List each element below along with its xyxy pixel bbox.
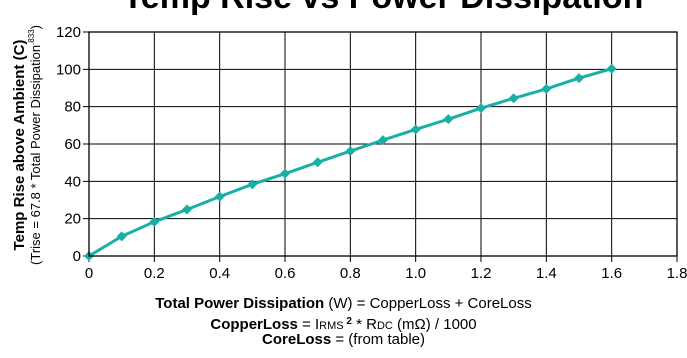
data-point-marker — [116, 231, 127, 242]
data-point-marker — [312, 157, 323, 168]
x-tick-label: 0.2 — [144, 265, 165, 282]
caption-coreloss-rest: = (from table) — [331, 331, 425, 348]
y-axis-formula-close: ) — [28, 25, 43, 29]
y-tick-label: 0 — [73, 248, 81, 265]
caption-line-1: Total Power Dissipation (W) = CopperLoss… — [0, 295, 687, 313]
data-point-marker — [541, 83, 552, 94]
caption-rdc: * R — [351, 316, 377, 333]
caption-line-3: CoreLoss = (from table) — [0, 331, 687, 349]
x-tick-label: 1.8 — [667, 265, 687, 282]
data-point-marker — [149, 216, 160, 227]
x-tick-label: 1.6 — [601, 265, 622, 282]
grid — [83, 31, 678, 262]
data-point-marker — [182, 204, 192, 215]
x-tick-label: 0.4 — [209, 265, 230, 282]
caption-rms-subscript: RMS — [319, 320, 344, 332]
data-point-marker — [345, 146, 356, 157]
caption-copperloss-rest: (mΩ) / 1000 — [392, 316, 477, 333]
y-axis-formula-exponent: .833 — [27, 29, 36, 45]
caption-line-2: CopperLoss = IRMS 2 * RDC (mΩ) / 1000 — [0, 313, 687, 335]
data-point-marker — [443, 114, 454, 125]
plot-frame — [88, 31, 678, 257]
y-axis-formula: (Trise = 67.8 * Total Power Dissipation.… — [27, 25, 43, 265]
x-tick-label: 0 — [85, 265, 93, 282]
y-tick-label: 60 — [64, 136, 81, 153]
caption-power-label: Total Power Dissipation — [155, 295, 325, 312]
data-point-marker — [378, 135, 388, 146]
y-tick-label: 80 — [64, 99, 81, 116]
caption-coreloss-label: CoreLoss — [262, 331, 332, 348]
chart-title: Temp Rise vs Power Dissipation — [123, 0, 644, 16]
caption-copperloss-eq: = I — [297, 316, 320, 333]
y-tick-label: 20 — [64, 211, 81, 228]
y-axis-formula-main: (Trise = 67.8 * Total Power Dissipation — [28, 45, 43, 265]
data-point-marker — [606, 63, 617, 74]
data-point-marker — [410, 124, 421, 135]
y-tick-label: 40 — [64, 173, 81, 190]
caption-dc-subscript: DC — [376, 320, 393, 332]
y-axis-formula-group: (Trise = 67.8 * Total Power Dissipation.… — [27, 25, 43, 265]
y-tick-labels: 0 20 40 60 80 100 120 — [56, 24, 81, 265]
y-axis-label-group: Temp Rise above Ambient (C) — [11, 40, 28, 251]
x-tick-label: 1.0 — [405, 265, 426, 282]
caption-copperloss-label: CopperLoss — [210, 316, 298, 333]
data-series — [84, 63, 617, 261]
y-tick-label: 100 — [56, 61, 81, 78]
data-point-marker — [280, 168, 290, 179]
y-axis-label: Temp Rise above Ambient (C) — [11, 40, 28, 251]
y-tick-label: 120 — [56, 24, 81, 41]
data-point-marker — [247, 179, 258, 190]
x-tick-label: 1.2 — [471, 265, 492, 282]
data-point-marker — [574, 73, 584, 84]
x-tick-labels: 0 0.2 0.4 0.6 0.8 1.0 1.2 1.4 1.6 1.8 — [85, 265, 687, 282]
caption-squared: 2 — [343, 316, 352, 327]
x-tick-label: 0.6 — [275, 265, 296, 282]
x-tick-label: 0.8 — [340, 265, 361, 282]
x-tick-label: 1.4 — [536, 265, 557, 282]
caption-power-formula: (W) = CopperLoss + CoreLoss — [324, 295, 532, 312]
data-point-marker — [214, 191, 225, 202]
data-point-marker — [508, 93, 519, 104]
data-point-marker — [476, 103, 486, 114]
